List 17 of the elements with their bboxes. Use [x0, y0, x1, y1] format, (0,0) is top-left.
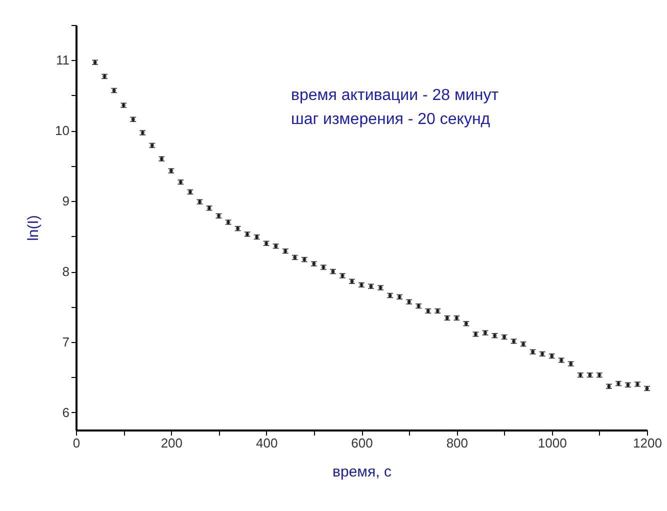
y-tick-label: 8 [62, 264, 70, 280]
x-tick-label: 800 [446, 436, 468, 450]
x-tick-label: 0 [72, 436, 80, 450]
x-tick-label: 600 [351, 436, 373, 450]
x-tick-label: 400 [256, 436, 278, 450]
x-tick-label: 200 [160, 436, 183, 450]
annotation: время активации - 28 минут [291, 87, 500, 104]
annotation: шаг измерения - 20 секунд [291, 111, 491, 128]
y-axis-title: ln(I) [25, 215, 42, 241]
y-tick-label: 7 [62, 334, 70, 350]
x-axis-title: время, с [332, 464, 392, 480]
y-tick-label: 6 [62, 404, 70, 420]
y-tick-label: 11 [56, 52, 70, 68]
x-tick-label: 1000 [538, 436, 567, 450]
y-tick-label: 9 [62, 194, 70, 209]
x-tick-label: 1200 [633, 436, 662, 450]
y-tick-label: 10 [55, 123, 70, 138]
